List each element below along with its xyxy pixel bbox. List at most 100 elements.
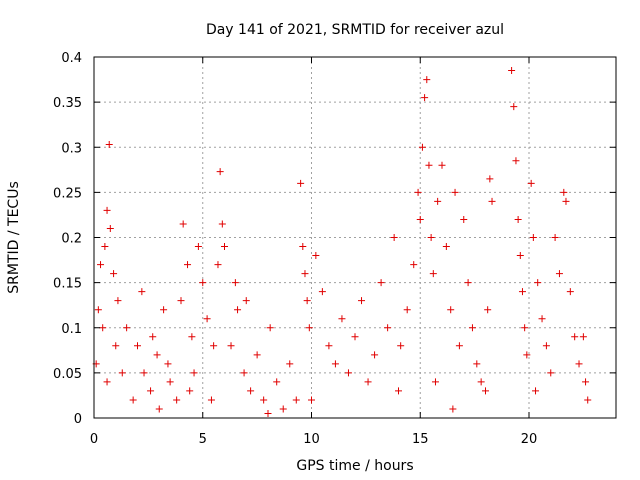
data-point (240, 369, 248, 377)
data-point (442, 243, 450, 251)
data-point (129, 396, 137, 404)
data-point (207, 396, 215, 404)
data-point (221, 243, 228, 251)
data-point (305, 324, 313, 332)
data-point (264, 409, 272, 417)
data-point (179, 220, 187, 228)
data-point (292, 396, 300, 404)
grid-layer (94, 57, 616, 418)
data-point (234, 306, 242, 314)
data-point (247, 387, 255, 395)
data-point (94, 306, 102, 314)
y-tick-label: 0.1 (61, 322, 82, 337)
data-point (112, 342, 120, 350)
data-point (173, 396, 181, 404)
y-tick-label: 0.15 (53, 277, 82, 292)
data-point (431, 378, 439, 386)
data-point (423, 76, 431, 84)
data-point (434, 197, 442, 205)
data-point (508, 67, 516, 75)
x-axis-label: GPS time / hours (296, 458, 413, 474)
y-tick-label: 0.05 (53, 367, 82, 382)
data-point (118, 369, 126, 377)
data-point (218, 220, 226, 228)
data-point (377, 279, 385, 287)
data-point (227, 342, 235, 350)
data-point (114, 297, 122, 305)
data-point (427, 234, 435, 241)
data-point (138, 288, 146, 296)
data-point (318, 288, 326, 296)
data-point (403, 306, 411, 314)
data-point (123, 324, 131, 332)
data-point (303, 297, 311, 305)
data-point (584, 396, 592, 404)
data-point (214, 261, 222, 269)
data-point (421, 94, 429, 102)
data-point (140, 369, 148, 377)
data-point (279, 405, 287, 413)
data-point (351, 333, 359, 341)
data-point (468, 324, 476, 332)
data-point (371, 351, 379, 359)
data-point (512, 157, 520, 165)
data-point (97, 261, 105, 269)
data-point (216, 168, 224, 176)
data-point (149, 333, 157, 341)
data-point (134, 342, 141, 350)
data-point (414, 188, 422, 196)
data-point (199, 279, 207, 287)
data-point (566, 288, 574, 296)
data-point (312, 252, 320, 260)
data-point (538, 315, 546, 323)
data-point (99, 324, 107, 332)
data-point (418, 143, 426, 151)
data-point (390, 234, 398, 241)
data-point (451, 188, 459, 196)
data-point (106, 224, 114, 232)
data-point (562, 197, 570, 205)
data-point (438, 161, 446, 169)
data-point (203, 315, 211, 323)
data-point (529, 234, 537, 241)
data-point (301, 270, 309, 278)
data-point (523, 351, 531, 359)
data-point (101, 243, 109, 251)
data-point (273, 378, 281, 386)
data-point (521, 324, 529, 332)
data-point (579, 333, 587, 341)
data-point (308, 396, 315, 404)
data-point (266, 324, 274, 332)
x-tick-label: 15 (412, 432, 429, 447)
y-tick-label: 0.25 (53, 186, 82, 201)
data-point (547, 369, 555, 377)
data-point (575, 360, 583, 368)
data-point (331, 360, 339, 368)
data-point (297, 179, 305, 187)
data-point (253, 351, 261, 359)
data-point (110, 270, 118, 278)
data-point (164, 360, 172, 368)
x-tick-label: 20 (521, 432, 538, 447)
data-point (286, 360, 294, 368)
data-point (429, 270, 437, 278)
data-point (103, 206, 111, 214)
data-point (188, 333, 196, 341)
data-point (384, 324, 392, 332)
data-point (477, 378, 485, 386)
data-point (103, 378, 111, 386)
data-point (153, 351, 161, 359)
axes-layer: 0 0.05 0.1 0.15 0.2 0.25 0.3 0.35 0.4 0 5 10 15 20 (53, 51, 616, 447)
data-point (260, 396, 268, 404)
data-point (416, 215, 424, 223)
data-point (184, 261, 192, 269)
y-tick-label: 0.4 (61, 51, 82, 66)
data-point (555, 270, 563, 278)
data-point (186, 387, 194, 395)
data-point (516, 252, 524, 260)
data-point (210, 342, 218, 350)
data-point (338, 315, 346, 323)
data-point (534, 279, 542, 287)
data-point (358, 297, 366, 305)
